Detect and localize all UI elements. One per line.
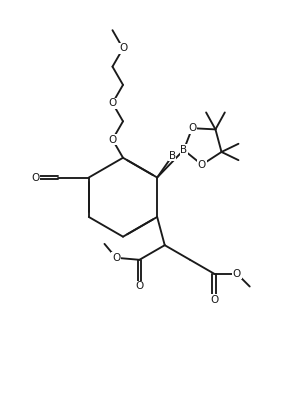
Text: O: O xyxy=(135,281,143,291)
Text: O: O xyxy=(233,269,241,279)
Text: O: O xyxy=(31,173,39,183)
Text: B: B xyxy=(180,145,187,155)
Text: O: O xyxy=(108,98,117,108)
Text: O: O xyxy=(112,253,120,263)
Text: O: O xyxy=(108,135,117,145)
Text: O: O xyxy=(210,295,218,305)
Text: O: O xyxy=(188,123,196,133)
Text: O: O xyxy=(198,160,206,170)
Text: O: O xyxy=(119,43,127,54)
Text: B: B xyxy=(169,151,176,161)
